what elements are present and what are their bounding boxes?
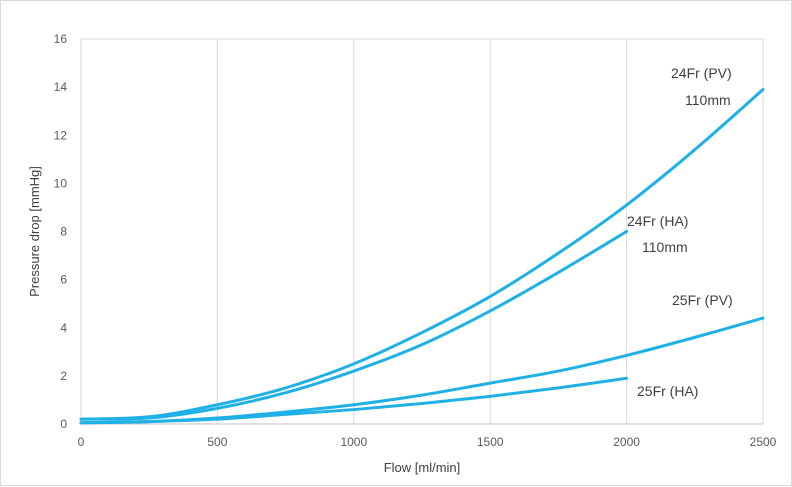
- series-lines: [79, 88, 765, 425]
- series-labels: 24Fr (PV) 110mm 24Fr (HA) 110mm 25Fr (PV) 25F…: [627, 65, 733, 399]
- x-tick-label: 2000: [613, 435, 640, 449]
- y-tick-label: 14: [54, 80, 68, 94]
- x-tick-label: 0: [78, 435, 85, 449]
- series-label-0: 24Fr (PV): [671, 65, 732, 81]
- y-tick-label: 10: [54, 176, 68, 190]
- series-label-2: 25Fr (PV): [672, 292, 733, 308]
- y-tick-label: 12: [54, 128, 68, 142]
- x-axis-title: Flow [ml/min]: [384, 460, 461, 475]
- series-line-0: [79, 88, 765, 421]
- y-axis-title: Pressure drop [mmHg]: [27, 166, 42, 297]
- series-label-1: 24Fr (HA): [627, 213, 688, 229]
- x-tick-label: 1000: [340, 435, 367, 449]
- series-line-1: [79, 230, 629, 421]
- y-tick-label: 4: [60, 321, 67, 335]
- series-label-0-line2: 110mm: [685, 92, 731, 108]
- axes: 0 500 1000 1500 2000 2500 0 2 4 6 8 10 12 14 16: [54, 32, 777, 449]
- x-tick-label: 1500: [477, 435, 504, 449]
- y-tick-label: 6: [60, 273, 67, 287]
- series-label-1-line2: 110mm: [642, 239, 688, 255]
- x-tick-label: 500: [207, 435, 227, 449]
- x-tick-label: 2500: [750, 435, 777, 449]
- y-tick-label: 0: [60, 417, 67, 431]
- y-tick-label: 16: [54, 32, 68, 46]
- y-tick-label: 8: [60, 225, 67, 239]
- series-label-3: 25Fr (HA): [637, 383, 698, 399]
- grid-lines: [80, 38, 764, 424]
- y-tick-label: 2: [60, 369, 67, 383]
- series-line-3: [79, 376, 629, 425]
